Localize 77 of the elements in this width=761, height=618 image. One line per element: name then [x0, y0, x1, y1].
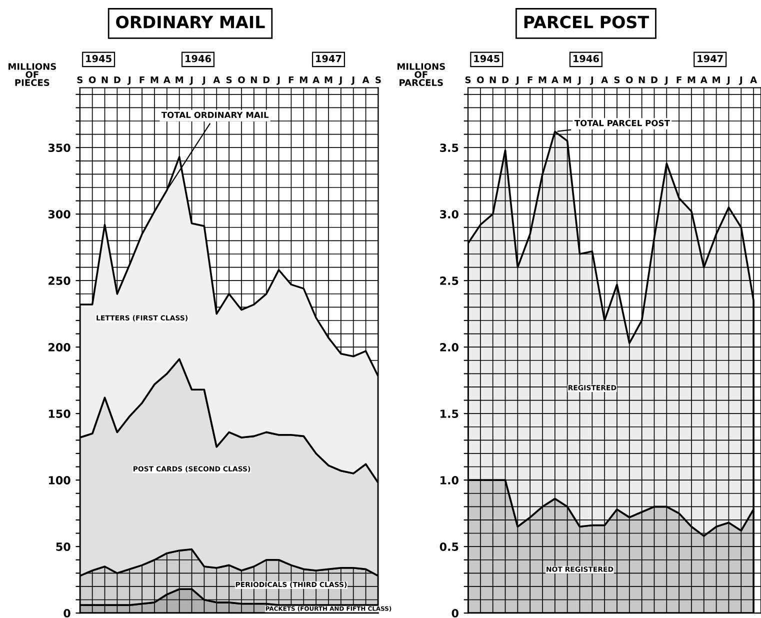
y-tick-label: 1.0: [440, 476, 458, 484]
x-tick-label: M: [712, 76, 720, 84]
x-tick-label: A: [551, 76, 558, 84]
x-tick-label: D: [114, 76, 120, 84]
x-tick-label: N: [490, 76, 496, 84]
y-tick-label: 150: [48, 410, 70, 418]
y-tick-label: 250: [48, 276, 70, 285]
y-tick-label: 350: [48, 144, 70, 152]
x-tick-label: F: [288, 76, 294, 84]
x-tick-label: N: [250, 76, 257, 84]
x-tick-label: A: [700, 76, 708, 84]
x-tick-label: S: [465, 76, 471, 84]
x-tick-label: M: [564, 76, 571, 84]
y-tick-label: 3.5: [440, 144, 458, 152]
x-tick-label: J: [351, 76, 354, 85]
x-tick-label: M: [176, 76, 183, 84]
x-tick-label: F: [140, 76, 144, 84]
y-tick-label: 2.5: [440, 276, 458, 285]
y-axis-title: MILLIONS OF PARCELS: [398, 63, 445, 86]
y-tick-label: 200: [48, 343, 70, 352]
x-tick-label: S: [376, 76, 381, 84]
x-tick-label: J: [338, 76, 342, 85]
annotation: TOTAL PARCEL POST: [574, 120, 670, 126]
x-tick-label: A: [312, 76, 320, 84]
x-tick-label: J: [127, 76, 130, 85]
x-tick-label: O: [477, 76, 484, 84]
x-tick-label: S: [614, 76, 620, 84]
text: 1945: [86, 54, 112, 62]
x-tick-label: J: [190, 76, 193, 85]
y-tick-label: 300: [48, 210, 70, 218]
x-tick-label: J: [578, 76, 581, 85]
x-tick-label: F: [676, 76, 682, 84]
x-tick-label: J: [738, 76, 742, 85]
x-tick-label: J: [202, 76, 206, 85]
y-tick-label: 3.0: [440, 210, 458, 218]
x-tick-label: D: [502, 76, 509, 84]
x-tick-label: F: [528, 76, 532, 84]
y-tick-label: 1.5: [440, 410, 458, 418]
x-tick-label: J: [664, 76, 668, 85]
x-tick-label: A: [601, 76, 608, 84]
text: 1947: [316, 54, 342, 62]
x-tick-label: M: [300, 76, 308, 84]
text: 1946: [574, 54, 599, 62]
x-tick-label: M: [538, 76, 546, 84]
x-tick-label: D: [263, 76, 270, 84]
x-tick-label: O: [88, 76, 96, 84]
chart-title: PARCEL POST: [524, 16, 649, 28]
y-axis-title: MILLIONS OF PIECES: [8, 63, 56, 86]
x-tick-label: S: [77, 76, 82, 84]
x-tick-label: D: [651, 76, 658, 84]
y-tick-label: 0.5: [440, 542, 458, 551]
x-tick-label: J: [515, 76, 519, 85]
y-tick-label: 50: [56, 542, 70, 551]
x-tick-label: A: [750, 76, 757, 84]
x-tick-label: O: [626, 76, 633, 84]
x-tick-label: J: [726, 76, 730, 85]
x-tick-label: A: [213, 76, 220, 84]
y-tick-label: 100: [48, 476, 70, 484]
x-tick-label: J: [590, 76, 594, 85]
x-tick-label: S: [226, 76, 232, 84]
x-tick-label: N: [638, 76, 645, 84]
x-tick-label: M: [688, 76, 696, 84]
x-tick-label: M: [150, 76, 158, 84]
x-tick-label: O: [238, 76, 245, 84]
y-tick-label: 2.0: [440, 343, 458, 352]
x-tick-label: N: [102, 76, 108, 84]
y-tick-label: 0: [452, 609, 458, 618]
x-tick-label: M: [324, 76, 332, 84]
text: 1945: [474, 54, 500, 62]
x-tick-label: A: [163, 76, 170, 84]
x-tick-label: J: [276, 76, 280, 85]
annotation: TOTAL ORDINARY MAIL: [161, 112, 269, 118]
text: 1946: [186, 54, 211, 62]
chart-title: ORDINARY MAIL: [116, 16, 265, 28]
y-tick-label: 0: [64, 609, 70, 618]
x-tick-label: A: [362, 76, 370, 84]
text: 1947: [698, 54, 723, 62]
